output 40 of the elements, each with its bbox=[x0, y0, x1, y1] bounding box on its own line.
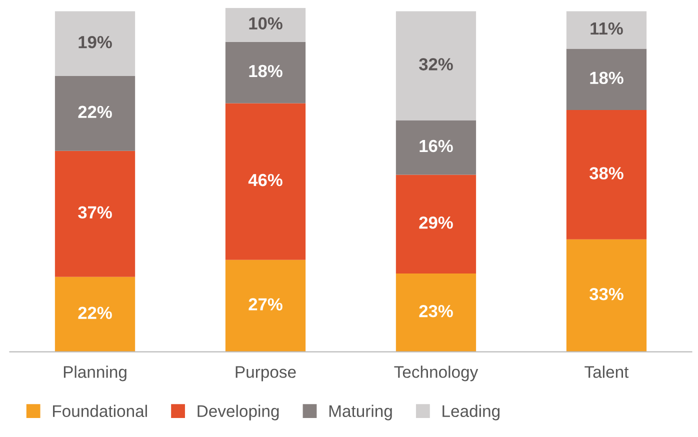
data-label: 46% bbox=[248, 174, 282, 186]
bar bbox=[225, 42, 306, 104]
legend-label: Maturing bbox=[329, 404, 392, 420]
data-label: 29% bbox=[419, 216, 453, 229]
legend-label: Developing bbox=[198, 404, 279, 420]
bar bbox=[225, 260, 306, 352]
x-tick-label: Planning bbox=[64, 366, 126, 382]
bar bbox=[396, 120, 476, 175]
bar bbox=[396, 273, 476, 352]
legend-label: Foundational bbox=[53, 404, 147, 418]
data-label: 11% bbox=[590, 22, 623, 35]
bar bbox=[396, 174, 476, 274]
data-label: 38% bbox=[590, 167, 624, 180]
bar bbox=[54, 150, 136, 277]
x-tick-label: Talent bbox=[584, 366, 629, 378]
bar bbox=[225, 103, 306, 260]
bar bbox=[396, 11, 476, 120]
data-label: 22% bbox=[78, 106, 112, 118]
data-label: 19% bbox=[78, 36, 112, 48]
data-label: 10% bbox=[249, 17, 282, 30]
x-tick-label: Technology bbox=[394, 366, 478, 382]
data-label: 18% bbox=[249, 64, 282, 78]
data-label: 16% bbox=[420, 140, 453, 152]
bar bbox=[566, 110, 647, 240]
bar bbox=[54, 276, 136, 352]
data-label: 22% bbox=[78, 306, 112, 319]
data-label: 32% bbox=[419, 58, 453, 70]
bar bbox=[566, 239, 647, 352]
data-label: 33% bbox=[590, 288, 624, 300]
legend-label: Leading bbox=[442, 404, 500, 420]
data-label: 18% bbox=[590, 72, 624, 84]
x-tick-label: Purpose bbox=[236, 366, 296, 382]
data-label: 23% bbox=[419, 304, 453, 318]
bar bbox=[225, 8, 306, 42]
bar bbox=[54, 76, 136, 151]
bar bbox=[566, 48, 647, 110]
bar bbox=[54, 11, 136, 76]
data-label: 27% bbox=[248, 298, 282, 310]
data-label: 37% bbox=[78, 206, 112, 219]
bar bbox=[566, 11, 647, 49]
